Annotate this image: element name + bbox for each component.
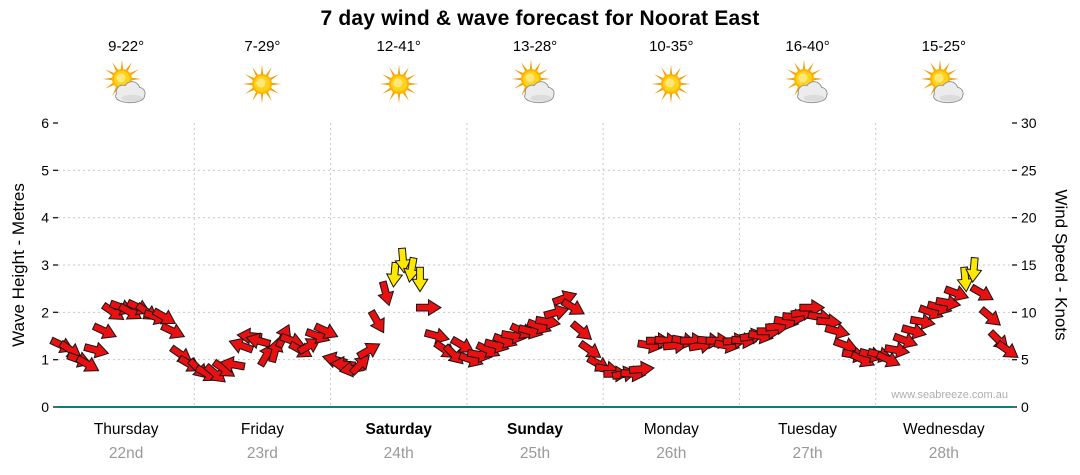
wind-arrow [978,306,1001,326]
wind-arrow [245,332,272,350]
wind-arrow [75,354,100,372]
wind-arrow [965,256,983,284]
wind-arrow [442,343,464,365]
wind-arrow [816,313,843,331]
wind-speed-tick-label: 15 [1021,257,1037,273]
wind-arrow [411,266,429,293]
wind-arrow [151,307,177,325]
wind-speed-tick-label: 25 [1021,162,1037,178]
gridlines [58,123,1012,407]
wind-arrow [160,322,186,339]
wind-arrow [909,313,936,331]
page-title: 7 day wind & wave forecast for Noorat Ea… [320,7,760,30]
wind-arrow [995,339,1019,358]
wind-arrow [449,335,475,353]
wind-arrow [956,266,974,293]
wind-speed-tick-label: 20 [1021,210,1037,226]
wind-arrow [423,327,450,345]
wave-height-tick-label: 5 [41,162,49,178]
wind-arrow [377,280,395,307]
wind-arrow [296,338,321,356]
wind-arrow [560,297,585,315]
wind-arrow [403,256,421,283]
wind-arrow [900,322,927,340]
wind-arrow [91,322,117,339]
wind-arrow [313,322,339,339]
wind-arrow [628,360,655,378]
wind-arrow [884,341,911,359]
wave-height-tick-label: 0 [41,399,49,415]
wind-arrow [348,354,370,376]
wind-speed-tick-label: 5 [1021,352,1029,368]
wind-arrow [219,355,246,374]
wind-arrow [83,341,110,359]
wind-speed-tick-label: 0 [1021,399,1029,415]
wind-arrow [969,283,994,301]
wave-height-tick-label: 4 [41,210,49,226]
watermark: www.seabreeze.com.au [891,389,1008,401]
wind-arrow [466,346,493,364]
wave-height-tick-label: 6 [41,115,49,131]
wind-arrow [569,320,593,340]
wind-arrow [203,362,226,383]
wind-speed-tick-label: 10 [1021,304,1037,320]
wave-height-tick-label: 1 [41,352,49,368]
wind-arrow [543,304,570,321]
wind-arrow [892,332,919,349]
wind-arrow [875,350,901,368]
wave-height-tick-label: 2 [41,304,49,320]
wind-arrow [943,285,970,302]
wind-arrow [385,261,404,288]
wind-arrow [228,337,255,354]
wind-arrow [824,322,851,340]
wind-speed-tick-label: 30 [1021,115,1037,131]
axis-ticks: 0 1 2 3 4 5 6 0 5 10 15 20 25 30 [41,115,1037,415]
wind-arrows [49,247,1019,383]
wave-height-tick-label: 3 [41,257,49,273]
wind-arrow [367,309,385,334]
wind-arrow [356,342,381,360]
wind-arrow [799,298,826,317]
wind-arrow [416,298,442,317]
wind-arrow [394,247,412,274]
wind-arrow [935,294,962,312]
